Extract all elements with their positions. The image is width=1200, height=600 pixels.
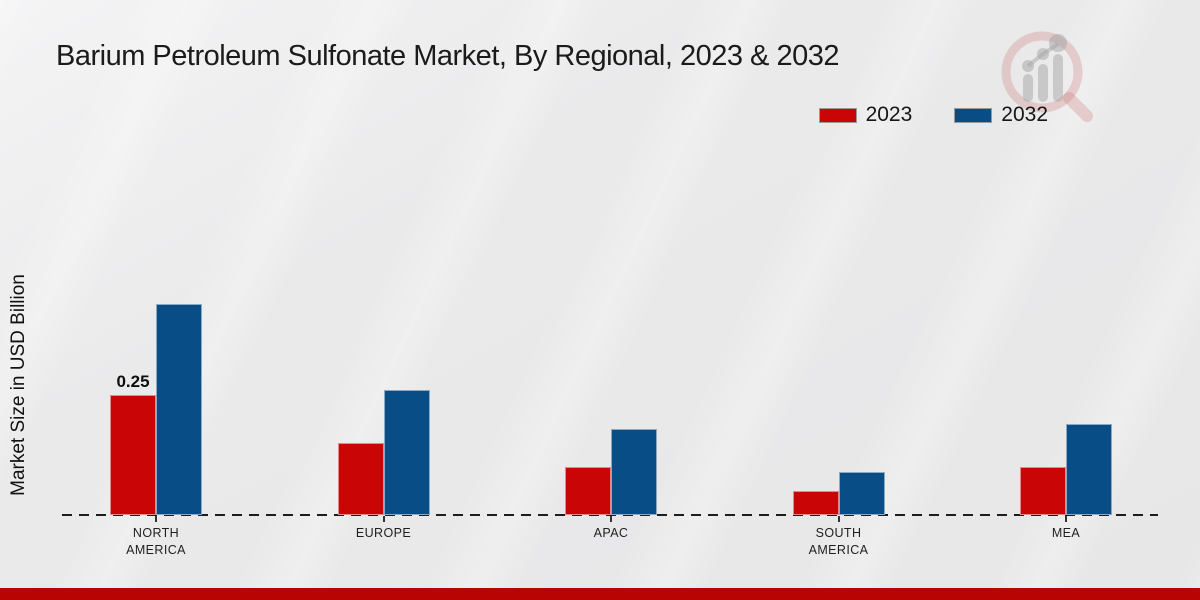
category-label-mea: MEA (1051, 526, 1081, 540)
axis-tick-apac (610, 516, 612, 522)
axis-tick-south-america (837, 516, 840, 522)
axis-tick-north-america (155, 516, 157, 522)
magnifier-bar-chart-logo-icon (1001, 31, 1093, 122)
category-label-north-america: NORTH AMERICA (126, 526, 186, 557)
bar-2023-mea (1020, 467, 1066, 515)
bar-2023-north-america (110, 395, 156, 515)
bar-2023-south-america (792, 491, 839, 515)
bar-2032-mea (1066, 424, 1112, 515)
bar-2032-europe (383, 390, 430, 515)
legend-swatch-2032 (954, 107, 993, 123)
bar-2023-apac (565, 467, 611, 515)
legend-item-2023: 2023 (818, 103, 913, 127)
category-label-south-america: SOUTH AMERICA (808, 526, 869, 557)
axis-tick-europe (382, 516, 385, 522)
legend-label-2032: 2032 (1001, 103, 1048, 126)
chart-title: Barium Petroleum Sulfonate Market, By Re… (56, 40, 839, 72)
x-axis-baseline (62, 514, 1158, 516)
legend-swatch-2023 (818, 107, 857, 123)
category-label-europe: EUROPE (355, 526, 412, 540)
footer-stripe (0, 588, 1200, 600)
bar-2032-north-america (156, 304, 202, 515)
legend-label-2023: 2023 (865, 103, 913, 126)
category-label-apac: APAC (593, 526, 629, 540)
bar-2032-apac (611, 429, 657, 515)
bar-2023-europe (337, 443, 384, 515)
legend: 2023 2032 (818, 103, 1048, 127)
bar-2032-south-america (838, 472, 885, 515)
legend-item-2032: 2032 (954, 103, 1048, 127)
bar-value-label-2023-north-america: 0.25 (116, 372, 150, 391)
axis-tick-mea (1065, 516, 1067, 522)
